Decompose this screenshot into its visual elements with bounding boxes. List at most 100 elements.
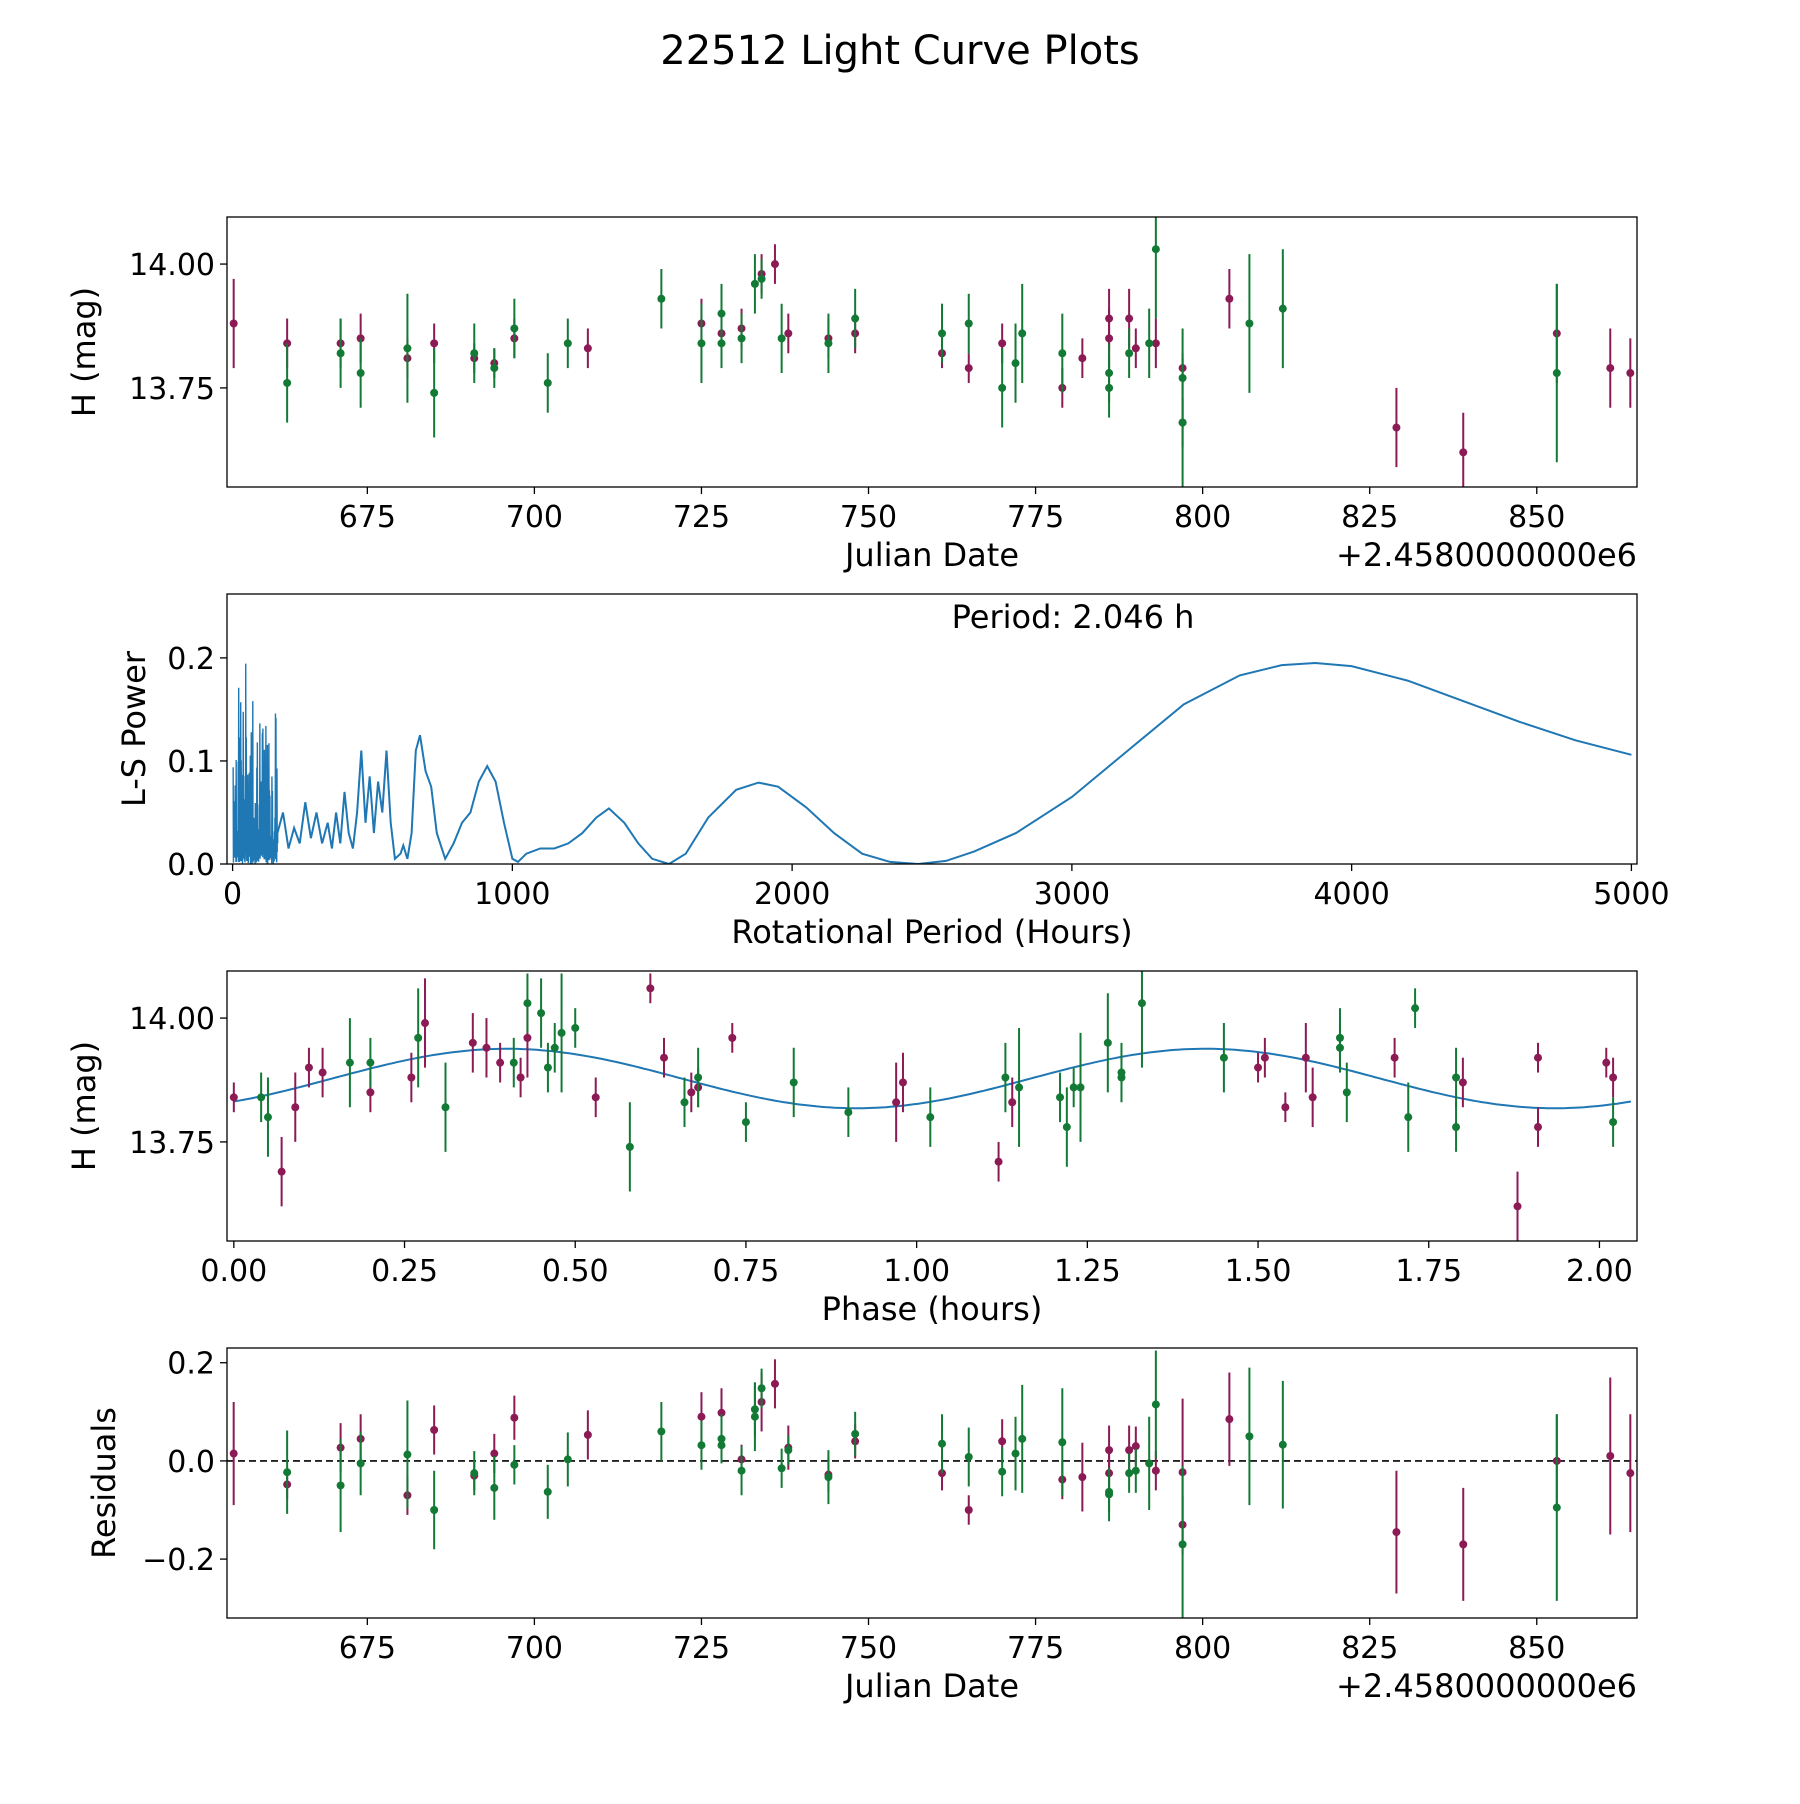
data-point <box>1606 1452 1615 1460</box>
data-point <box>318 1068 327 1077</box>
data-point <box>1411 1004 1420 1013</box>
data-point <box>646 984 655 993</box>
x-tick-label: 700 <box>506 1631 563 1666</box>
data-point <box>1260 1053 1269 1062</box>
x-axis-label: Rotational Period (Hours) <box>731 913 1132 951</box>
subplot-lightcurve: 675 700 725 750 775 800 825 850 13.75 14.00 Julian… <box>65 216 1638 574</box>
data-point <box>1602 1058 1611 1067</box>
data-point <box>1058 1438 1067 1447</box>
data-point <box>994 1157 1003 1166</box>
data-point <box>851 1429 860 1438</box>
x-tick-label: 0.75 <box>713 1254 780 1289</box>
data-point <box>687 1088 696 1097</box>
data-point <box>510 1413 519 1422</box>
data-point <box>366 1058 375 1067</box>
data-point <box>543 378 552 387</box>
data-point <box>1105 1490 1114 1499</box>
data-point <box>1404 1113 1413 1122</box>
series-magenta <box>229 244 1635 487</box>
data-point <box>550 1043 559 1052</box>
data-point <box>926 1113 935 1122</box>
fit-curve <box>233 1047 1632 1110</box>
data-point <box>1452 1123 1461 1132</box>
x-tick-label: 825 <box>1341 1631 1398 1666</box>
x-tick-label: 1.00 <box>883 1254 950 1289</box>
data-point <box>1609 1073 1618 1082</box>
data-point <box>557 1028 566 1037</box>
data-point <box>750 279 759 288</box>
data-point <box>1392 423 1401 432</box>
y-tick-label: 0.2 <box>167 642 215 677</box>
data-point <box>283 1468 292 1477</box>
data-point <box>1452 1073 1461 1082</box>
series-green <box>283 217 1561 487</box>
data-point <box>1392 1528 1401 1537</box>
data-point <box>1225 294 1234 303</box>
data-point <box>659 1053 668 1062</box>
data-point <box>1018 329 1027 338</box>
data-point <box>366 1088 375 1097</box>
data-point <box>1131 344 1140 353</box>
y-tick-label: 14.00 <box>129 1002 215 1037</box>
data-point <box>1008 1098 1017 1107</box>
data-point <box>964 1452 973 1461</box>
data-point <box>543 1063 552 1072</box>
data-point <box>1076 1083 1085 1092</box>
series-magenta <box>229 1359 1635 1601</box>
x-axis-label: Julian Date <box>843 1667 1019 1705</box>
data-point <box>1459 448 1468 457</box>
data-point <box>750 1405 759 1414</box>
data-point <box>304 1063 313 1072</box>
x-tick-label: 1.25 <box>1054 1254 1121 1289</box>
data-point <box>263 1113 272 1122</box>
x-tick-label: 725 <box>673 1631 730 1666</box>
data-point <box>1151 1400 1160 1409</box>
data-point <box>784 1446 793 1455</box>
x-axis-label: Julian Date <box>843 536 1019 574</box>
data-point <box>998 1467 1007 1476</box>
x-offset-text: +2.4580000000e6 <box>1336 536 1637 574</box>
data-point <box>430 1425 439 1434</box>
x-tick-label: 750 <box>840 500 897 535</box>
axes-frame <box>226 593 1638 865</box>
data-point <box>770 1379 779 1388</box>
data-point <box>1609 1118 1618 1127</box>
data-point <box>697 1441 706 1450</box>
data-point <box>336 349 345 358</box>
data-point <box>1001 1073 1010 1082</box>
data-point <box>1125 1469 1134 1478</box>
data-point <box>1513 1202 1522 1211</box>
data-point <box>1342 1088 1351 1097</box>
data-point <box>403 344 412 353</box>
subplot-residuals: 675 700 725 750 775 800 825 850 −0.2 0.0 0.2 Julian… <box>85 1347 1638 1705</box>
data-point <box>468 1038 477 1047</box>
x-tick-label: 4000 <box>1313 877 1389 912</box>
data-point <box>229 1093 238 1102</box>
data-point <box>1062 1123 1071 1132</box>
data-point <box>625 1142 634 1151</box>
data-point <box>1145 339 1154 348</box>
data-point <box>728 1033 737 1042</box>
data-point <box>563 1455 572 1464</box>
data-point <box>523 999 532 1008</box>
data-point <box>407 1073 416 1082</box>
data-point <box>657 294 666 303</box>
data-point <box>571 1023 580 1032</box>
data-point <box>509 1058 518 1067</box>
data-point <box>964 364 973 373</box>
data-point <box>1058 349 1067 358</box>
data-point <box>717 1408 726 1417</box>
data-point <box>1458 1078 1467 1087</box>
x-tick-label: 675 <box>339 1631 396 1666</box>
data-point <box>229 319 238 328</box>
data-point <box>1011 359 1020 368</box>
axes-frame <box>226 216 1638 488</box>
data-point <box>998 339 1007 348</box>
data-point <box>1125 349 1134 358</box>
x-tick-label: 700 <box>506 500 563 535</box>
data-point <box>1105 334 1114 343</box>
data-point <box>1151 339 1160 348</box>
periodogram-line <box>276 661 1632 864</box>
x-tick-label: 750 <box>840 1631 897 1666</box>
data-point <box>1011 1449 1020 1458</box>
